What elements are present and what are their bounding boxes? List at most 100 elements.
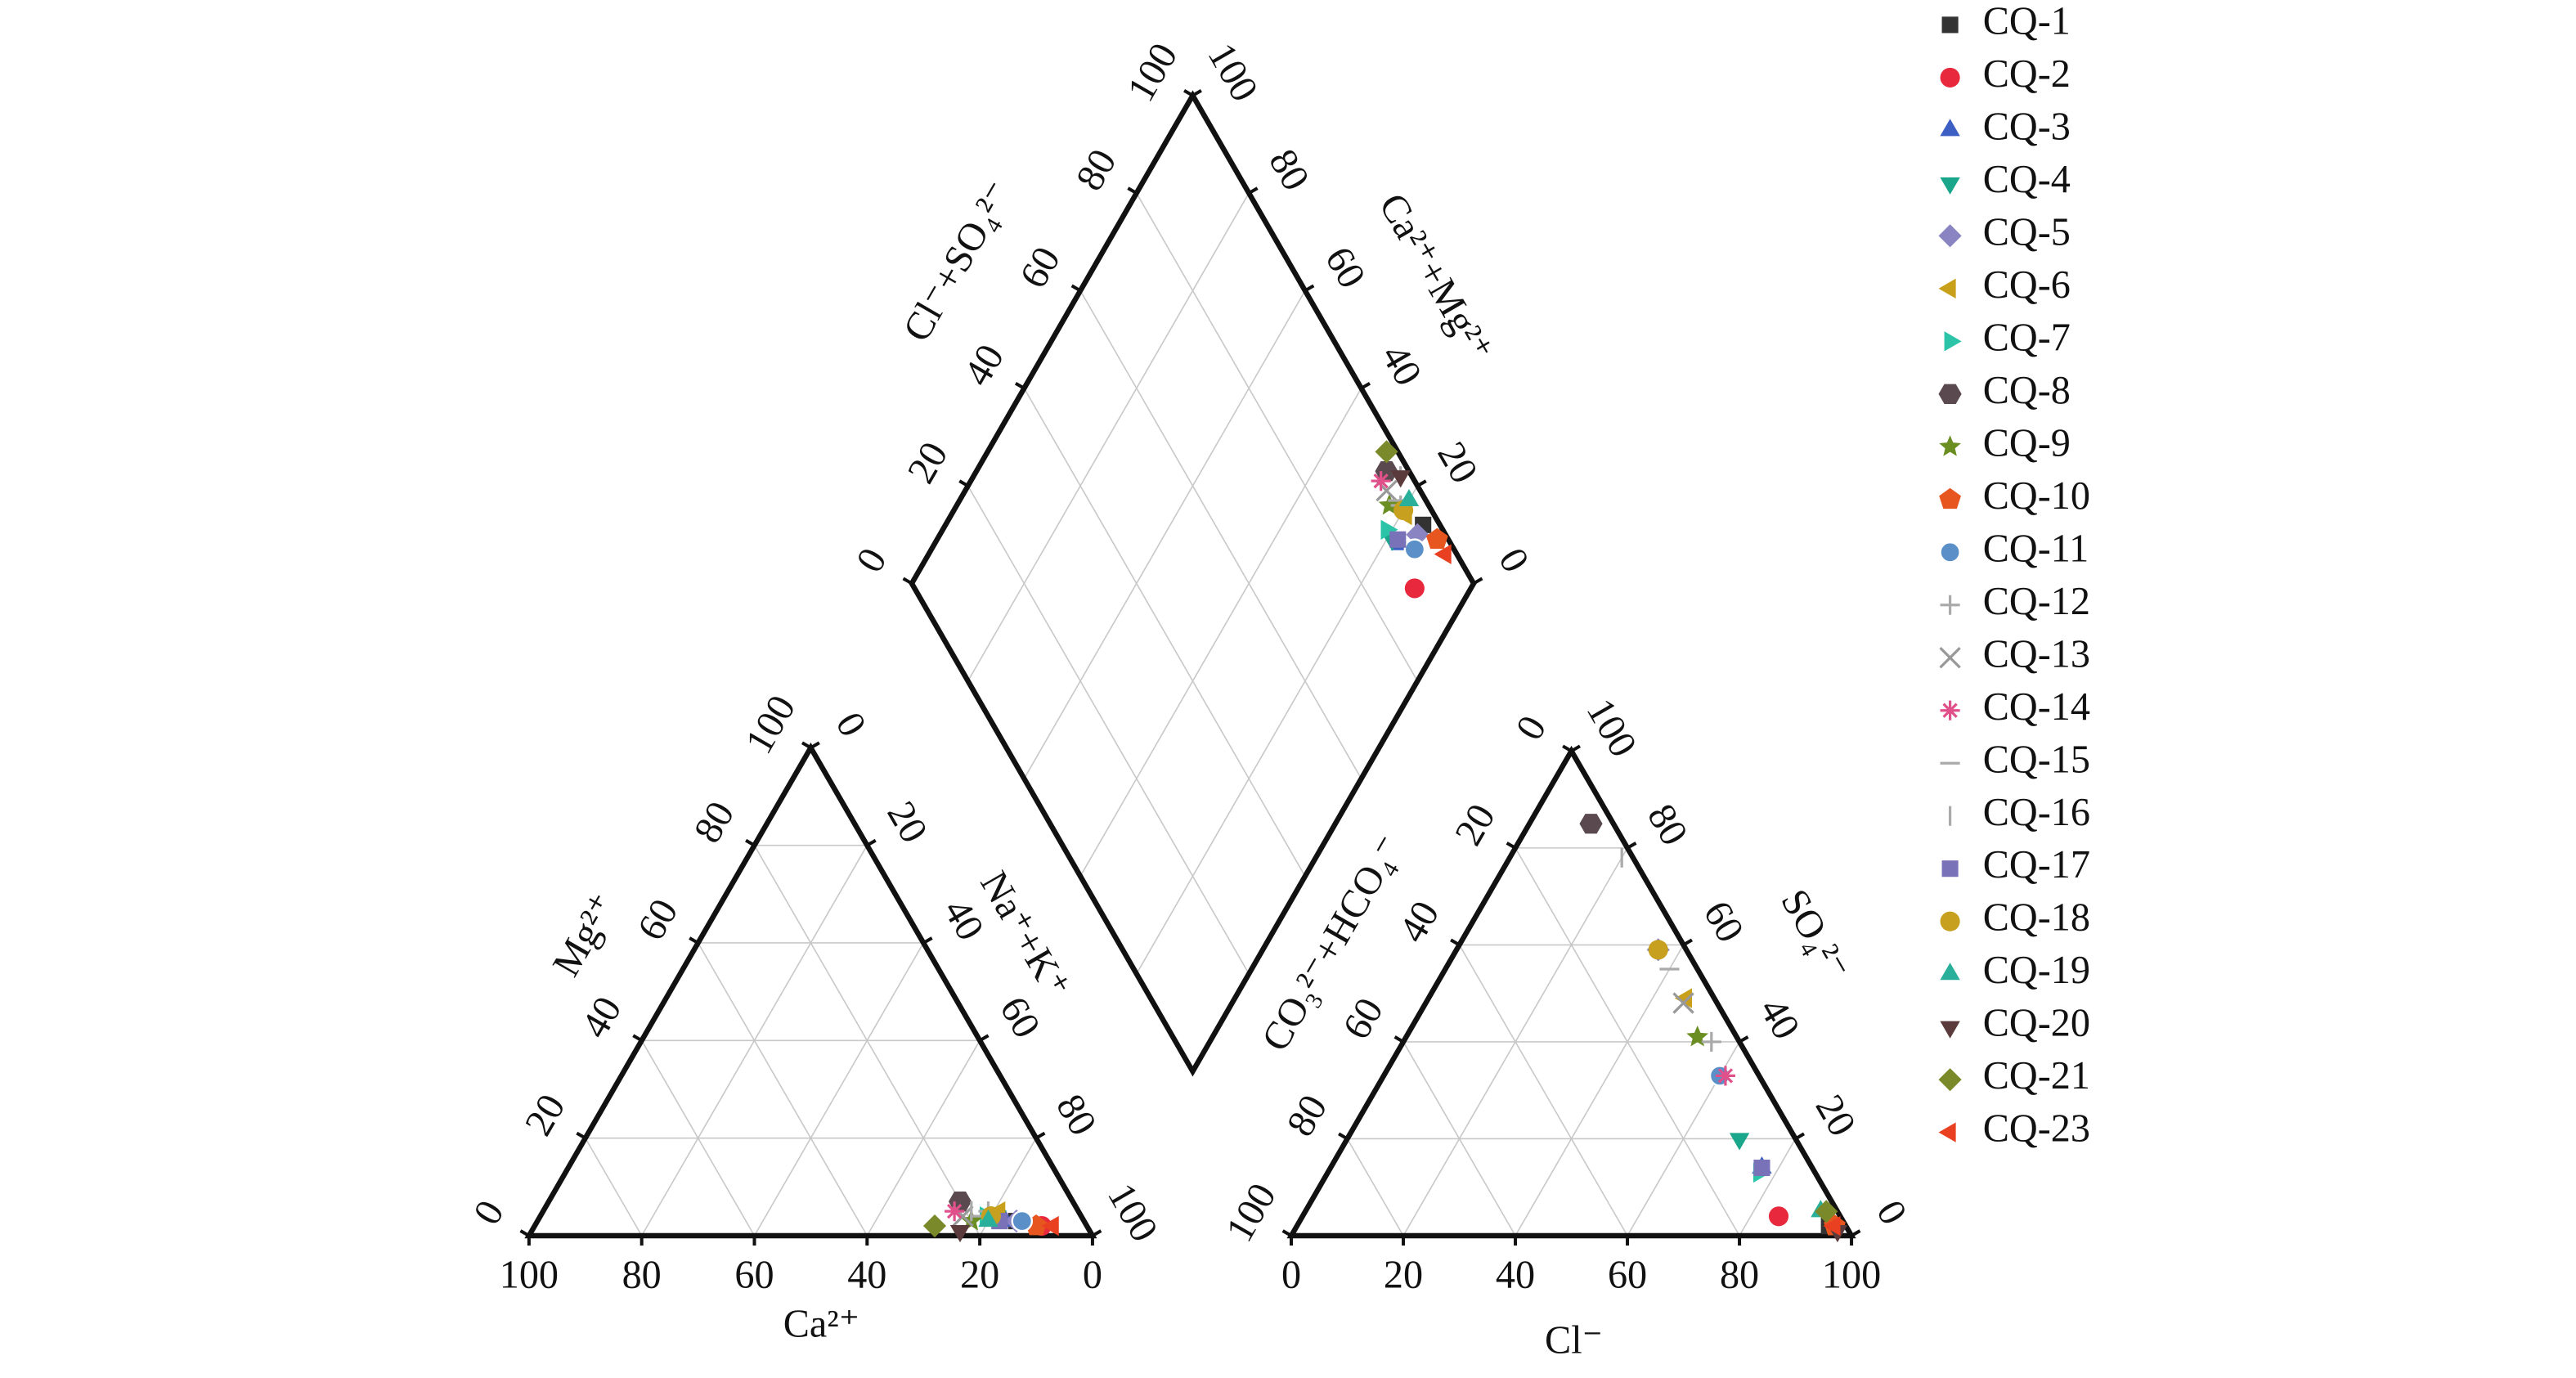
tick-mark bbox=[1338, 1132, 1349, 1141]
tick-label: 100 bbox=[1199, 36, 1266, 109]
tick-mark bbox=[1627, 842, 1637, 850]
tick-label: 0 bbox=[848, 541, 895, 579]
tick-label: 60 bbox=[1695, 894, 1752, 949]
tick-label: 20 bbox=[1807, 1088, 1865, 1143]
tick-label: 80 bbox=[685, 794, 743, 850]
legend-marker bbox=[1939, 487, 1961, 509]
tick-label: 40 bbox=[1496, 1253, 1535, 1296]
grid-line bbox=[1136, 485, 1418, 975]
legend-label: CQ-5 bbox=[1983, 210, 2071, 254]
legend-marker bbox=[1938, 278, 1956, 299]
tick-label: 40 bbox=[955, 337, 1012, 393]
legend-label: CQ-7 bbox=[1983, 316, 2071, 359]
legend-label: CQ-16 bbox=[1983, 791, 2090, 834]
tick-label: 20 bbox=[1447, 797, 1504, 852]
legend-marker bbox=[1940, 1021, 1960, 1039]
axis-title: Cl⁻ bbox=[1545, 1319, 1603, 1362]
legend-label: CQ-21 bbox=[1983, 1054, 2090, 1097]
tick-label: 80 bbox=[1068, 142, 1125, 198]
tick-label: 100 bbox=[737, 688, 804, 761]
legend-label: CQ-1 bbox=[1983, 0, 2071, 43]
anion-point bbox=[1768, 1206, 1789, 1227]
legend-label: CQ-20 bbox=[1983, 1002, 2090, 1045]
tick-mark bbox=[1506, 842, 1517, 850]
grid-line bbox=[1739, 1138, 1797, 1237]
axis-title: SO₄²⁻ bbox=[1772, 882, 1858, 988]
legend-label: CQ-4 bbox=[1983, 158, 2071, 201]
diamond-point bbox=[1404, 578, 1425, 599]
cation-point bbox=[978, 1210, 999, 1228]
grid-line bbox=[967, 192, 1250, 682]
tick-label: 20 bbox=[517, 1087, 574, 1142]
axis-title: Ca²⁺+Mg²⁺ bbox=[1371, 186, 1501, 370]
legend-marker bbox=[1940, 595, 1960, 615]
anion-point bbox=[1674, 988, 1693, 1008]
tick-label: 40 bbox=[847, 1253, 886, 1296]
axis-title: Na⁺+K⁺ bbox=[972, 864, 1078, 1006]
tick-label: 0 bbox=[1281, 1253, 1301, 1296]
anion-point bbox=[1715, 1066, 1735, 1086]
tick-mark bbox=[1450, 938, 1461, 947]
legend-marker bbox=[1938, 224, 1962, 248]
legend-marker bbox=[1938, 1068, 1962, 1092]
cation-point bbox=[945, 1201, 965, 1222]
tick-label: 0 bbox=[827, 705, 874, 743]
legend-label: CQ-2 bbox=[1983, 52, 2071, 96]
tick-label: 60 bbox=[1317, 240, 1374, 295]
tick-label: 80 bbox=[1720, 1253, 1759, 1296]
grid-line bbox=[1346, 1138, 1404, 1237]
legend-label: CQ-10 bbox=[1983, 474, 2090, 518]
legend-label: CQ-12 bbox=[1983, 580, 2090, 623]
tick-label: 100 bbox=[1119, 36, 1186, 109]
tick-mark bbox=[902, 577, 913, 586]
legend-marker bbox=[1939, 435, 1961, 456]
tick-mark bbox=[1851, 1229, 1861, 1237]
tick-mark bbox=[632, 1034, 643, 1043]
legend-marker bbox=[1940, 963, 1960, 981]
grid-line bbox=[1023, 388, 1306, 877]
tick-mark bbox=[576, 1131, 586, 1140]
tick-mark bbox=[1562, 744, 1573, 753]
tick-label: 100 bbox=[1218, 1176, 1285, 1249]
tick-mark bbox=[1281, 1229, 1293, 1237]
diamond-point bbox=[1425, 527, 1448, 550]
grid-line bbox=[640, 845, 868, 1237]
legend-label: CQ-17 bbox=[1983, 843, 2090, 886]
legend-marker bbox=[1940, 119, 1960, 137]
tick-mark bbox=[1070, 284, 1082, 293]
legend-marker bbox=[1939, 647, 1961, 669]
tick-label: 100 bbox=[1099, 1176, 1166, 1249]
tick-label: 40 bbox=[573, 990, 631, 1045]
anion-point bbox=[1729, 1133, 1750, 1151]
tick-mark bbox=[1035, 1131, 1046, 1140]
tick-mark bbox=[1127, 186, 1138, 195]
tick-mark bbox=[519, 1229, 530, 1237]
grid-line bbox=[1458, 944, 1628, 1237]
tick-mark bbox=[1794, 1132, 1805, 1141]
legend-label: CQ-6 bbox=[1983, 263, 2071, 307]
tick-label: 100 bbox=[1822, 1253, 1881, 1296]
grid-line bbox=[697, 942, 868, 1237]
anion-point bbox=[1753, 1159, 1770, 1177]
tick-mark bbox=[1570, 744, 1581, 753]
grid-line bbox=[1515, 847, 1740, 1237]
tick-label: 80 bbox=[622, 1253, 662, 1296]
tick-mark bbox=[1192, 89, 1202, 97]
anion-point bbox=[1672, 992, 1694, 1014]
grid-line bbox=[1079, 290, 1362, 779]
legend-marker bbox=[1941, 860, 1959, 878]
tick-label: 60 bbox=[1012, 240, 1069, 295]
diamond-point bbox=[1398, 488, 1420, 507]
cation-point bbox=[1041, 1215, 1059, 1237]
tick-label: 80 bbox=[1278, 1088, 1335, 1143]
anion-point bbox=[1648, 940, 1668, 960]
legend-label: CQ-23 bbox=[1983, 1107, 2090, 1151]
tick-mark bbox=[1091, 1229, 1102, 1237]
diamond-point bbox=[1403, 538, 1426, 560]
axis-title: Ca²⁺ bbox=[783, 1303, 859, 1346]
tick-label: 0 bbox=[1868, 1193, 1915, 1232]
tick-mark bbox=[1304, 284, 1315, 293]
grid-line bbox=[1079, 388, 1362, 877]
anion-triangle bbox=[1286, 745, 1856, 1239]
cation-point bbox=[949, 1224, 971, 1243]
